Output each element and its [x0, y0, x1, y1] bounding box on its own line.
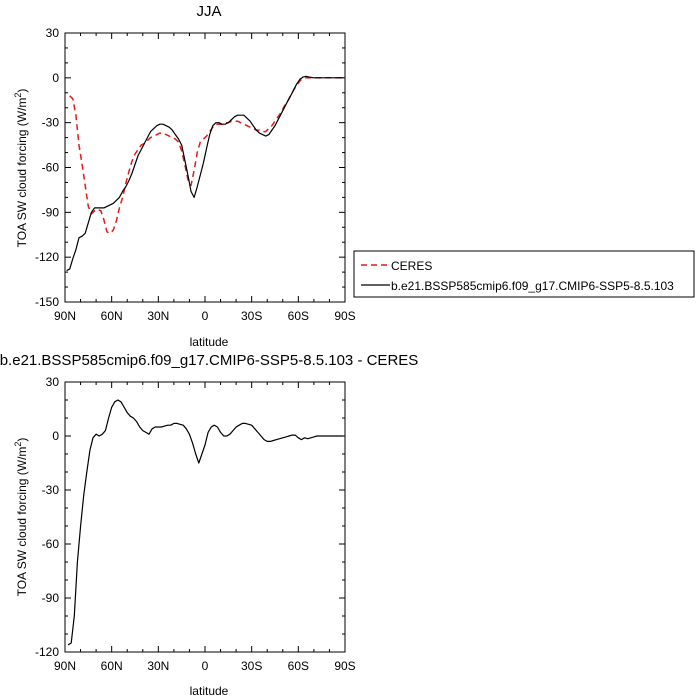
- x-tick-label-2: 30N: [147, 659, 169, 673]
- bottom-panel-ylabel: TOA SW cloud forcing (W/m2): [13, 438, 29, 597]
- y-tick-label-0: 30: [46, 375, 60, 389]
- x-tick-label-0: 90N: [54, 659, 76, 673]
- x-tick-label-3: 0: [202, 659, 209, 673]
- x-tick-label-4: 30S: [241, 309, 262, 323]
- y-tick-label-2: -30: [42, 483, 60, 497]
- bottom-panel: b.e21.BSSP585cmip6.f09_g17.CMIP6-SSP5-8.…: [0, 352, 418, 698]
- top-panel: JJA 90N 60N 30N 0 30S 60S 90S 30 0 -30 -60 -90 -120 -…: [13, 3, 695, 349]
- x-tick-label-5: 60S: [288, 309, 309, 323]
- y-tick-label-2: -30: [42, 116, 60, 130]
- y-tick-label-1: 0: [52, 71, 59, 85]
- top-panel-xlabel: latitude: [190, 335, 229, 349]
- y-tick-label-4: -90: [42, 205, 60, 219]
- x-tick-label-0: 90N: [54, 309, 76, 323]
- bottom-panel-lines: [67, 399, 344, 646]
- y-tick-label-3: -60: [42, 161, 60, 175]
- x-tick-label-4: 30S: [241, 659, 262, 673]
- bottom-panel-xlabel: latitude: [190, 684, 229, 698]
- x-tick-label-3: 0: [202, 309, 209, 323]
- x-tick-label-2: 30N: [147, 309, 169, 323]
- y-tick-label-4: -90: [42, 591, 60, 605]
- series-line-0-1: [66, 75, 344, 272]
- top-panel-ylabel: TOA SW cloud forcing (W/m2): [13, 89, 29, 248]
- y-tick-label-6: -150: [35, 295, 59, 309]
- top-panel-lines: [66, 75, 344, 272]
- y-tick-label-1: 0: [52, 429, 59, 443]
- y-tick-label-3: -60: [42, 537, 60, 551]
- legend-label-ceres: CERES: [391, 259, 432, 273]
- y-tick-label-5: -120: [35, 250, 59, 264]
- legend: CERES b.e21.BSSP585cmip6.f09_g17.CMIP6-S…: [353, 250, 695, 298]
- top-panel-ticks: 90N 60N 30N 0 30S 60S 90S 30 0 -30 -60 -90 -120 -150: [35, 26, 356, 323]
- legend-box: [353, 250, 695, 298]
- y-tick-label-5: -120: [35, 645, 59, 659]
- top-panel-frame: [64, 32, 346, 303]
- y-tick-label-0: 30: [46, 26, 60, 40]
- x-tick-label-1: 60N: [101, 659, 123, 673]
- x-tick-label-6: 90S: [334, 659, 355, 673]
- bottom-panel-title: b.e21.BSSP585cmip6.f09_g17.CMIP6-SSP5-8.…: [0, 352, 418, 369]
- series-line-0-0: [69, 77, 344, 235]
- x-tick-label-5: 60S: [288, 659, 309, 673]
- top-panel-title: JJA: [196, 3, 221, 20]
- x-tick-label-1: 60N: [101, 309, 123, 323]
- x-tick-label-6: 90S: [334, 309, 355, 323]
- series-line-1-0: [67, 399, 344, 646]
- bottom-panel-ticks: 90N 60N 30N 0 30S 60S 90S 30 0 -30 -60 -90 -120: [35, 375, 356, 673]
- legend-label-model: b.e21.BSSP585cmip6.f09_g17.CMIP6-SSP5-8.…: [391, 279, 674, 293]
